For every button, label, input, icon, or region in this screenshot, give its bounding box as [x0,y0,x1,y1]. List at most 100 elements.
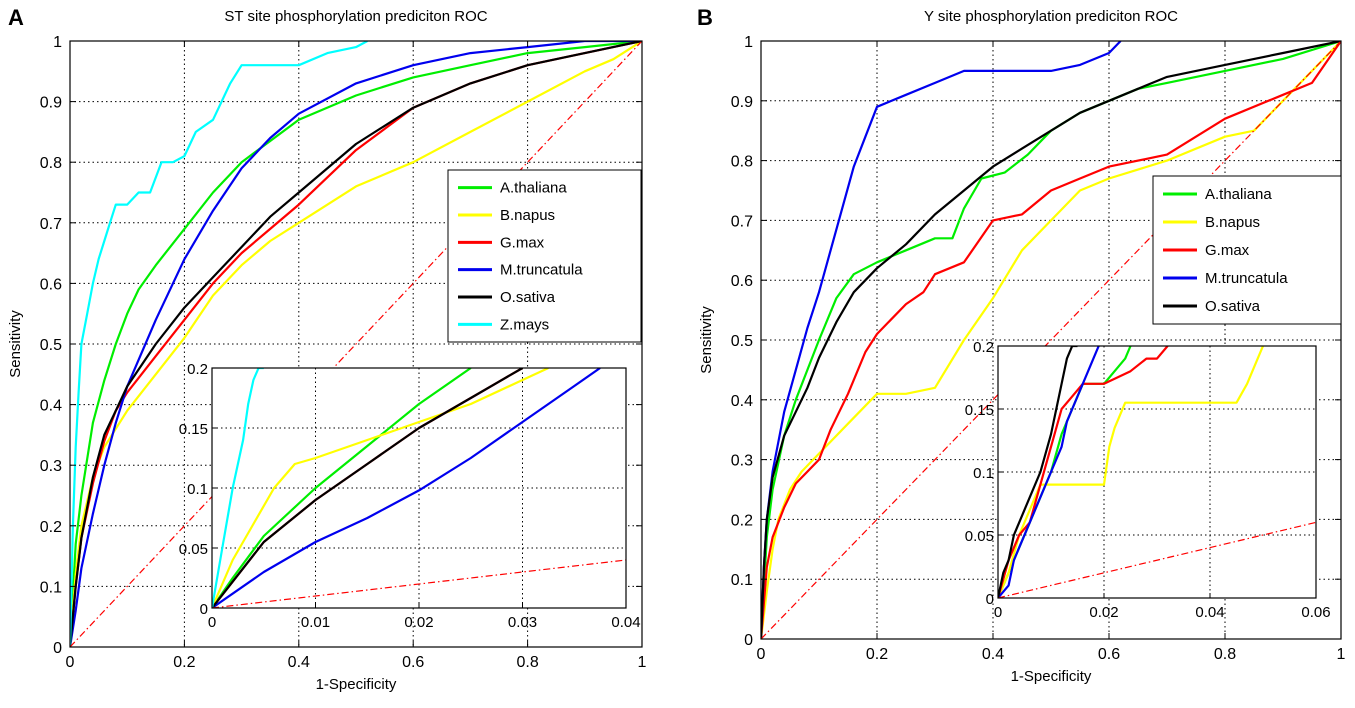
y-tick-label: 0.7 [731,213,753,230]
series-line-g-max [761,41,1341,639]
x-tick-label: 1 [1337,646,1346,663]
series-line-m-truncatula [761,41,1122,639]
x-tick-label: 0 [66,654,75,671]
inset-series-line-m-truncatula [212,368,601,608]
y-tick-label: 0.6 [40,276,62,293]
inset-series-line-z-mays [212,368,264,608]
y-tick-label: 1 [744,34,753,51]
inset-x-tick-label: 0.03 [508,614,537,631]
series-line-o-sativa [761,41,1341,639]
y-tick-label: 0.9 [40,95,62,112]
x-tick-label: 0.8 [516,654,538,671]
inset-series-line-random [212,559,626,608]
legend-label: O.sativa [500,289,556,306]
x-axis-label: 1-Specificity [316,676,397,693]
inset-series-line-g-max [998,346,1169,598]
x-axis-label: 1-Specificity [1011,668,1092,685]
y-tick-label: 0.4 [40,398,62,415]
y-axis-label: Sensitivity [698,306,715,374]
x-tick-label: 0.6 [402,654,424,671]
inset-y-tick-label: 0.2 [187,361,208,378]
y-tick-label: 0.2 [731,512,753,529]
inset-x-tick-label: 0 [208,614,216,631]
inset: 0 0.01 0.02 0.03 0.04 0 0.05 0.1 0.15 0.2 [179,361,641,631]
y-tick-label: 0.6 [731,273,753,290]
inset-y-tick-label: 0.15 [965,402,994,419]
x-tick-label: 0.4 [982,646,1004,663]
inset-x-tick-label: 0.04 [611,614,640,631]
series-line-z-mays [70,41,368,647]
inset-series-group [998,346,1316,598]
y-tick-label: 0.8 [731,154,753,171]
inset-x-tick-label: 0.06 [1301,604,1330,621]
series-line-m-truncatula [70,41,642,647]
y-tick-label: 1 [53,34,62,51]
legend-label: A.thaliana [500,180,567,197]
legend-label: M.truncatula [1205,270,1288,287]
legend-label: G.max [500,234,545,251]
inset-x-tick-label: 0.04 [1195,604,1224,621]
legend: A.thaliana B.napus G.max M.truncatula O.sati… [1152,175,1342,325]
inset-series-line-b-napus [212,368,549,608]
series-group [761,41,1341,639]
series-group [70,41,642,647]
chart-title: Y site phosphorylation prediciton ROC [924,8,1178,25]
y-axis-label: Sensitivity [7,310,24,378]
inset-y-tick-label: 0.05 [179,541,208,558]
inset-series-line-random [998,521,1316,598]
legend-label: G.max [1205,242,1250,259]
panel-label: B [697,5,713,30]
inset-series-line-b-napus [998,346,1265,598]
inset-series-line-a-thaliana [212,368,472,608]
inset-x-tick-label: 0 [994,604,1002,621]
legend-label: O.sativa [1205,298,1261,315]
legend-label: B.napus [500,207,555,224]
y-tick-label: 0.5 [731,333,753,350]
y-tick-label: 0.3 [731,453,753,470]
inset-y-tick-label: 0 [986,591,994,608]
legend: A.thaliana B.napus G.max M.truncatula O.sati… [447,169,642,343]
inset-series-line-m-truncatula [998,346,1100,598]
legend-label: A.thaliana [1205,186,1272,203]
inset-y-tick-label: 0.1 [973,465,994,482]
inset-grid [998,346,1316,598]
grid [761,41,1341,639]
series-line-b-napus [761,41,1341,639]
series-line-o-sativa [70,41,642,647]
x-tick-label: 0 [757,646,766,663]
inset: 0 0.02 0.04 0.06 0 0.05 0.1 0.15 0.2 [965,339,1331,621]
panel-B: 0 0.2 0.4 0.6 0.8 1 0 0.1 0.2 0.3 0.4 0.5 0.6 0.7 0.8 0… [697,5,1346,685]
y-tick-label: 0.9 [731,94,753,111]
x-tick-label: 0.2 [866,646,888,663]
inset-x-tick-label: 0.02 [1089,604,1118,621]
chart-title: ST site phosphorylation prediciton ROC [224,8,487,25]
inset-y-tick-label: 0.05 [965,528,994,545]
y-tick-label: 0.7 [40,216,62,233]
x-tick-label: 0.6 [1098,646,1120,663]
y-tick-label: 0.3 [40,458,62,475]
inset-series-line-o-sativa [998,346,1078,598]
x-tick-label: 0.4 [288,654,310,671]
inset-x-tick-label: 0.01 [301,614,330,631]
y-tick-label: 0.1 [731,572,753,589]
y-tick-label: 0 [744,632,753,649]
inset-x-tick-label: 0.02 [404,614,433,631]
y-tick-label: 0.5 [40,337,62,354]
series-line-a-thaliana [70,41,642,647]
y-tick-label: 0 [53,640,62,657]
panel-A: 0 0.2 0.4 0.6 0.8 1 0 0.1 0.2 0.3 0.4 0.5 0.6 0.7 0.8 0… [7,5,647,693]
y-tick-label: 0.2 [40,519,62,536]
series-line-random [70,41,642,647]
inset-series-line-o-sativa [212,368,524,608]
inset-y-tick-label: 0.15 [179,421,208,438]
inset-series-group [212,368,626,608]
panel-label: A [8,5,24,30]
legend-label: B.napus [1205,214,1260,231]
y-tick-label: 0.1 [40,579,62,596]
x-tick-label: 1 [638,654,647,671]
y-tick-label: 0.8 [40,155,62,172]
series-line-random [761,41,1341,639]
legend-label: M.truncatula [500,262,583,279]
inset-y-tick-label: 0 [200,601,208,618]
